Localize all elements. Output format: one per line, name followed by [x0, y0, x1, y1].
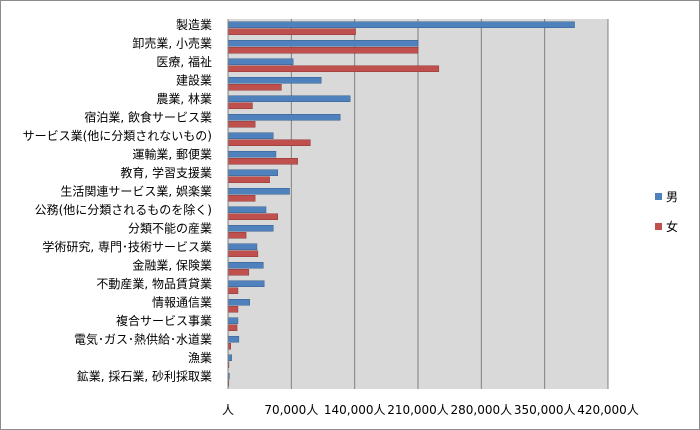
- x-tick-label: 70,000人: [264, 403, 318, 417]
- bar-male: [227, 206, 267, 213]
- legend-label-male: 男: [666, 190, 678, 204]
- bar-male: [227, 95, 351, 102]
- category-label: 宿泊業, 飲食サービス業: [84, 110, 212, 125]
- category-label: 公務(他に分類されるものを除く): [35, 202, 212, 217]
- bar-female: [227, 232, 247, 239]
- bar-male: [227, 114, 341, 121]
- x-tick-label: 280,000人: [451, 403, 513, 417]
- bar-female: [227, 121, 256, 128]
- x-tick-label: 420,000人: [577, 403, 639, 417]
- bar-female: [227, 84, 282, 91]
- bar-male: [227, 354, 232, 361]
- category-label: 卸売業, 小売業: [132, 36, 212, 51]
- bar-male: [227, 151, 277, 158]
- category-label: 医療, 福祉: [156, 54, 212, 69]
- bar-male: [227, 317, 239, 324]
- legend-swatch-male: [655, 193, 662, 200]
- category-label: サービス業(他に分類されないもの): [23, 129, 212, 143]
- category-label: 情報通信業: [152, 296, 212, 310]
- category-label: 鉱業, 採石業, 砂利採取業: [77, 369, 212, 384]
- category-label: 複合サービス事業: [116, 313, 212, 328]
- bar-female: [227, 250, 259, 257]
- category-label: 生活関連サービス業, 娯楽業: [60, 185, 212, 199]
- bar-male: [227, 280, 265, 287]
- category-label: 電気･ガス･熱供給･水道業: [74, 332, 212, 347]
- bar-male: [227, 21, 575, 28]
- category-label: 学術研究, 専門･技術サービス業: [42, 239, 212, 254]
- legend: 男女: [655, 190, 678, 234]
- category-label: 不動産業, 物品賃貸業: [96, 276, 212, 291]
- bar-male: [227, 299, 250, 306]
- bar-male: [227, 169, 279, 176]
- bar-female: [227, 102, 253, 109]
- legend-swatch-female: [655, 223, 662, 230]
- category-label: 漁業: [188, 351, 212, 365]
- bar-female: [227, 28, 356, 35]
- category-label: 金融業, 保険業: [132, 258, 212, 273]
- bar-male: [227, 243, 258, 250]
- bar-female: [227, 324, 238, 331]
- category-label: 運輸業, 郵便業: [132, 147, 212, 162]
- bar-female: [227, 158, 298, 165]
- x-tick-labels: 人 70,000人 140,000人 210,000人 280,000人 350,000人…: [222, 403, 639, 417]
- bar-male: [227, 225, 274, 232]
- category-label: 建設業: [176, 73, 212, 88]
- bar-male: [227, 336, 240, 343]
- bar-female: [227, 306, 239, 313]
- category-label: 分類不能の産業: [128, 221, 212, 236]
- x-tick-label: 人: [222, 403, 234, 417]
- x-tick-label: 140,000人: [324, 403, 386, 417]
- bar-female: [227, 176, 270, 183]
- bar-female: [227, 65, 440, 72]
- bar-male: [227, 262, 264, 269]
- bar-female: [227, 269, 250, 276]
- bar-male: [227, 188, 290, 195]
- bar-male: [227, 40, 419, 47]
- bar-male: [227, 132, 274, 139]
- bar-female: [227, 213, 279, 220]
- bar-male: [227, 77, 322, 84]
- x-tick-label: 210,000人: [387, 403, 449, 417]
- x-tick-label: 350,000人: [514, 403, 576, 417]
- bar-female: [227, 47, 419, 54]
- bar-female: [227, 195, 256, 202]
- bar-female: [227, 139, 311, 146]
- bar-female: [227, 287, 239, 294]
- category-label: 農業, 林業: [156, 92, 212, 106]
- legend-label-female: 女: [666, 219, 678, 234]
- gridlines: [290, 19, 609, 389]
- category-label: 製造業: [176, 18, 212, 32]
- bar-male: [227, 58, 294, 65]
- category-label: 教育, 学習支援業: [120, 165, 212, 180]
